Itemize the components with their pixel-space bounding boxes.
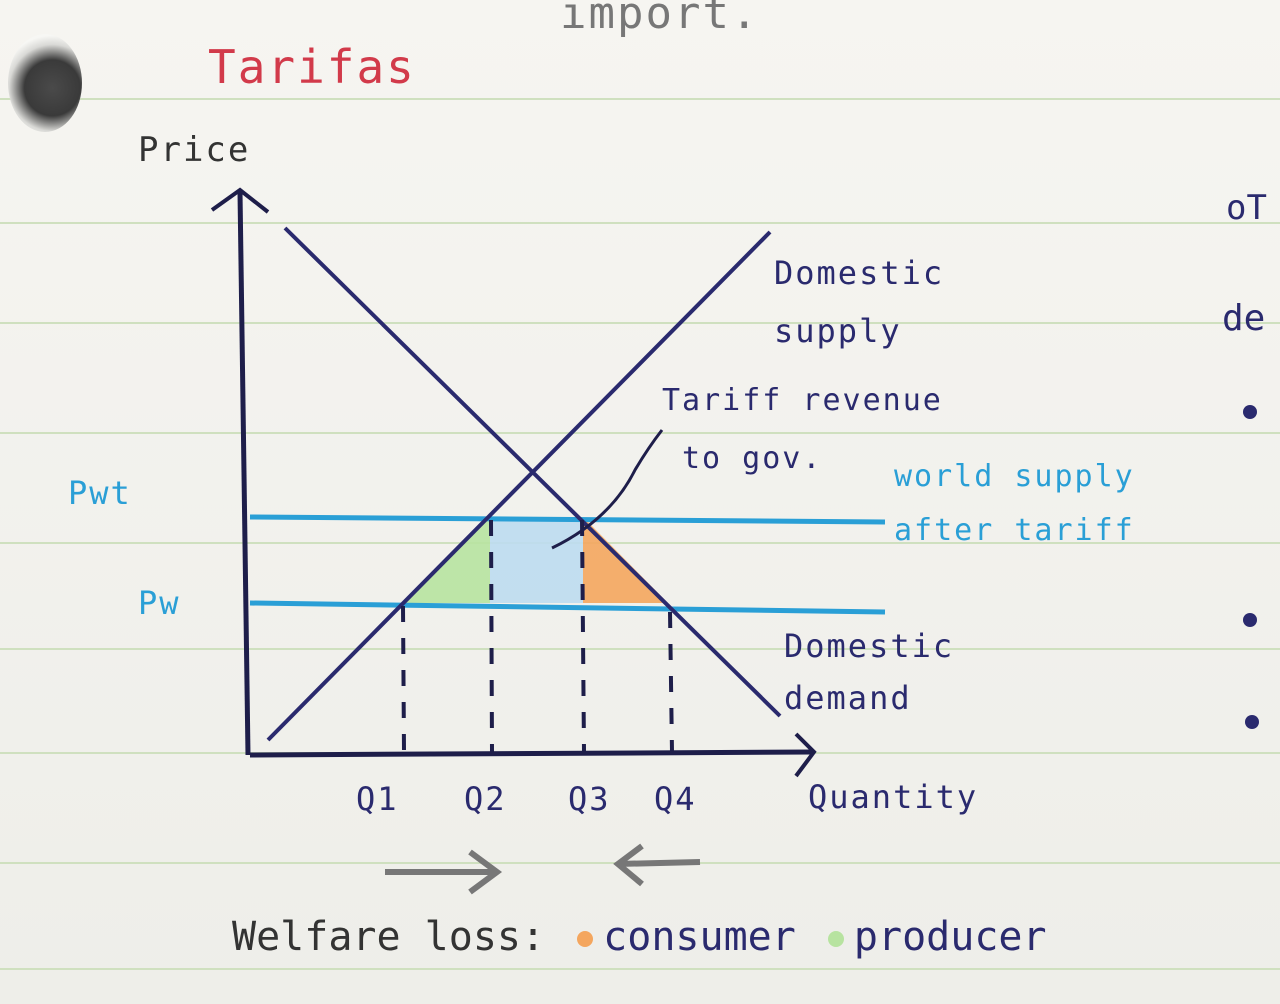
margin-fragment-2: de [1222,298,1266,339]
pw-label: Pw [138,584,181,622]
tariff-revenue-pointer [551,429,664,550]
producer-dot-icon [827,931,844,947]
supply-curve-label: Domestic supply [774,244,944,360]
ruled-line [0,98,1280,100]
q1-label: Q1 [356,780,399,818]
consumer-loss-area [583,517,668,603]
welfare-legend: Welfare loss: consumer producer [232,914,1047,960]
quantity-axis [249,749,813,758]
margin-fragment-1: oT [1226,188,1267,228]
demand-curve-label: Domestic demand [784,620,954,724]
ruled-line [0,432,1280,434]
margin-bullet [1243,613,1257,627]
world-label-line2: after tariff [894,513,1135,548]
q1-dashed-line [401,605,406,753]
tariff-revenue-label: Tariff revenue to gov. [662,372,943,488]
tariff-label-line1: Tariff revenue [662,383,943,418]
q2-dashed-line [489,519,494,753]
top-fragment: import. [560,0,760,39]
q3-label: Q3 [568,780,611,818]
binder-hole [8,34,82,132]
left-arrow-icon [613,843,644,887]
supply-label-line1: Domestic [774,254,945,292]
ruled-line [0,322,1280,324]
margin-bullet [1245,715,1259,729]
consumer-dot-icon [577,931,594,947]
left-arrow-shaft [617,859,701,867]
tariff-revenue-area [490,517,583,603]
price-axis-label: Price [138,130,251,170]
producer-legend-label: producer [853,914,1047,960]
pwt-label: Pwt [68,474,132,512]
ruled-line [0,542,1280,544]
consumer-legend-label: consumer [603,914,796,960]
q4-dashed-line [668,611,674,753]
ruled-line [0,648,1280,650]
world-supply-after-tariff-line [249,514,886,525]
margin-bullet [1243,405,1257,419]
right-arrow-icon [468,849,503,895]
world-supply-label: world supply after tariff [894,450,1135,558]
quantity-axis-label: Quantity [808,778,979,816]
page-title: Tarifas [208,40,416,94]
q2-label: Q2 [464,780,507,818]
price-axis [237,191,251,756]
q3-dashed-line [580,519,586,753]
domestic-supply-curve [266,230,772,742]
ruled-line [0,968,1280,970]
q4-label: Q4 [654,780,697,818]
demand-label-line2: demand [784,679,912,717]
price-axis-arrow-icon [210,187,270,214]
tariff-label-line2: to gov. [682,441,823,476]
welfare-prefix: Welfare loss: [232,914,546,960]
demand-label-line1: Domestic [784,627,955,665]
quantity-axis-arrow-icon [794,732,817,778]
domestic-demand-curve [283,226,782,718]
world-label-line1: world supply [894,459,1135,494]
supply-label-line2: supply [774,312,902,350]
ruled-line [0,222,1280,224]
world-supply-line [249,600,886,615]
